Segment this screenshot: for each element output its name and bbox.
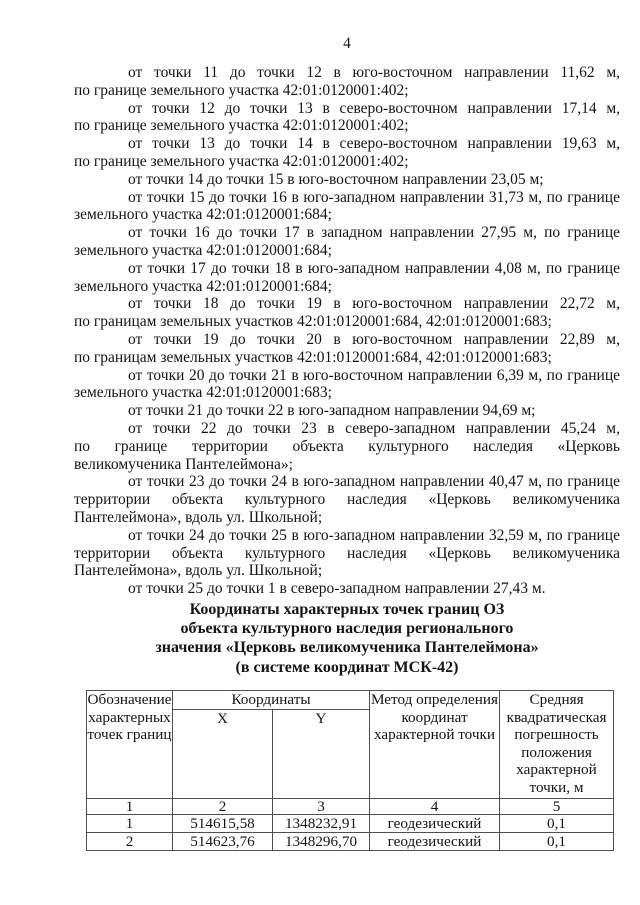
paragraph: от точки 20 до точки 21 в юго-восточном … [74,367,620,403]
table-index-cell: 3 [271,797,371,815]
document-page: 4 от точки 11 до точки 12 в юго-восточно… [74,0,620,905]
table-cell-y: 1348296,70 [271,831,371,851]
text-line: земельного участка 42:01:0120001:684; [74,206,332,224]
heading-line: (в системе координат МСК-42) [235,658,459,676]
paragraph: от точки 12 до точки 13 в северо-восточн… [74,100,620,136]
heading-line: значения «Церковь великомученика Пантеле… [155,639,539,657]
text-line: от точки 17 до точки 18 в юго-западном н… [128,259,620,277]
paragraph: от точки 15 до точки 16 в юго-западном н… [74,189,620,225]
paragraph: от точки 24 до точки 25 в юго-западном н… [74,527,620,580]
text-line: от точки 15 до точки 16 в юго-западном н… [128,188,620,206]
table-cell-point: 1 [86,813,173,833]
table-cell-x: 514615,58 [172,813,273,833]
paragraph: от точки 14 до точки 15 в юго-восточном … [74,171,620,189]
text-line: по границе земельного участка 42:01:0120… [74,81,409,99]
page-number: 4 [343,35,351,52]
table-cell-point: 2 [86,831,173,851]
paragraph: от точки 21 до точки 22 в юго-западном н… [74,402,620,420]
text-line: по границе земельного участка 42:01:0120… [74,152,409,170]
table-cell-error: 0,1 [499,831,615,851]
table-row: 2 514623,76 1348296,70 геодезический 0,1 [86,831,615,851]
paragraph: от точки 25 до точки 1 в северо-западном… [74,580,620,598]
body-text: от точки 11 до точки 12 в юго-восточном … [74,64,620,598]
table-header-error: Средняя квадратическая погрешность полож… [499,690,615,799]
text-line: от точки 24 до точки 25 в юго-западном н… [128,526,620,544]
text-line: великомученика Пантелеймона»; [74,455,293,473]
table-header-x: X [172,708,273,799]
table-row: 1 514615,58 1348232,91 геодезический 0,1 [86,813,615,833]
table-header-y: Y [271,708,371,799]
paragraph: от точки 17 до точки 18 в юго-западном н… [74,260,620,296]
text-line: от точки 22 до точки 23 в северо-западно… [128,419,620,437]
paragraph: от точки 11 до точки 12 в юго-восточном … [74,64,620,100]
text-line: по границам земельных участков 42:01:012… [74,313,552,331]
table-cell-x: 514623,76 [172,831,273,851]
text-line: земельного участка 42:01:0120001:683; [74,384,332,402]
text-line: по границе земельного участка 42:01:0120… [74,117,409,135]
coordinates-table: Обозначение характерных точек границ Коо… [86,690,615,851]
text-line: от точки 18 до точки 19 в юго-восточном … [128,295,620,313]
text-line: от точки 25 до точки 1 в северо-западном… [128,580,546,598]
paragraph: от точки 22 до точки 23 в северо-западно… [74,420,620,473]
table-header-designation: Обозначение характерных точек границ [86,690,173,799]
text-line: от точки 21 до точки 22 в юго-западном н… [128,402,536,420]
text-line: Пантелеймона», вдоль ул. Школьной; [74,508,323,526]
table-header-method: Метод определения координат характерной … [369,690,501,799]
table-index-cell: 5 [499,797,615,815]
text-line: от точки 12 до точки 13 в северо-восточн… [128,99,620,117]
table-header-coordinates: Координаты [171,690,371,710]
text-line: от точки 11 до точки 12 в юго-восточном … [128,64,620,81]
text-line: земельного участка 42:01:0120001:684; [74,277,332,295]
paragraph: от точки 18 до точки 19 в юго-восточном … [74,295,620,331]
text-line: земельного участка 42:01:0120001:684; [74,241,332,259]
heading-line: Координаты характерных точек границ ОЗ [189,601,505,618]
table-index-row: 1 2 3 4 5 [86,797,615,815]
table-cell-error: 0,1 [499,813,615,833]
text-line: по границе территории объекта культурног… [74,437,620,455]
paragraph: от точки 23 до точки 24 в юго-западном н… [74,473,620,526]
text-line: от точки 16 до точки 17 в западном напра… [128,224,620,242]
table-cell-method: геодезический [369,813,501,833]
paragraph: от точки 13 до точки 14 в северо-восточн… [74,135,620,171]
text-line: от точки 23 до точки 24 в юго-западном н… [128,473,620,491]
table-cell-method: геодезический [369,831,501,851]
text-line: территории объекта культурного наследия … [74,544,620,562]
paragraph: от точки 16 до точки 17 в западном напра… [74,224,620,260]
table-index-cell: 4 [369,797,501,815]
text-line: от точки 14 до точки 15 в юго-восточном … [128,170,544,188]
text-line: от точки 20 до точки 21 в юго-восточном … [128,366,620,384]
document-heading: Координаты характерных точек границ ОЗ о… [74,600,620,677]
paragraph: от точки 19 до точки 20 в юго-восточном … [74,331,620,367]
text-line: Пантелеймона», вдоль ул. Школьной; [74,562,323,580]
text-line: от точки 13 до точки 14 в северо-восточн… [128,135,620,153]
text-line: от точки 19 до точки 20 в юго-восточном … [128,330,620,348]
heading-line: объекта культурного наследия регионально… [180,620,514,638]
table-index-cell: 2 [172,797,273,815]
text-line: по границам земельных участков 42:01:012… [74,348,552,366]
table-index-cell: 1 [86,797,173,815]
table-cell-y: 1348232,91 [271,813,371,833]
text-line: территории объекта культурного наследия … [74,491,620,509]
